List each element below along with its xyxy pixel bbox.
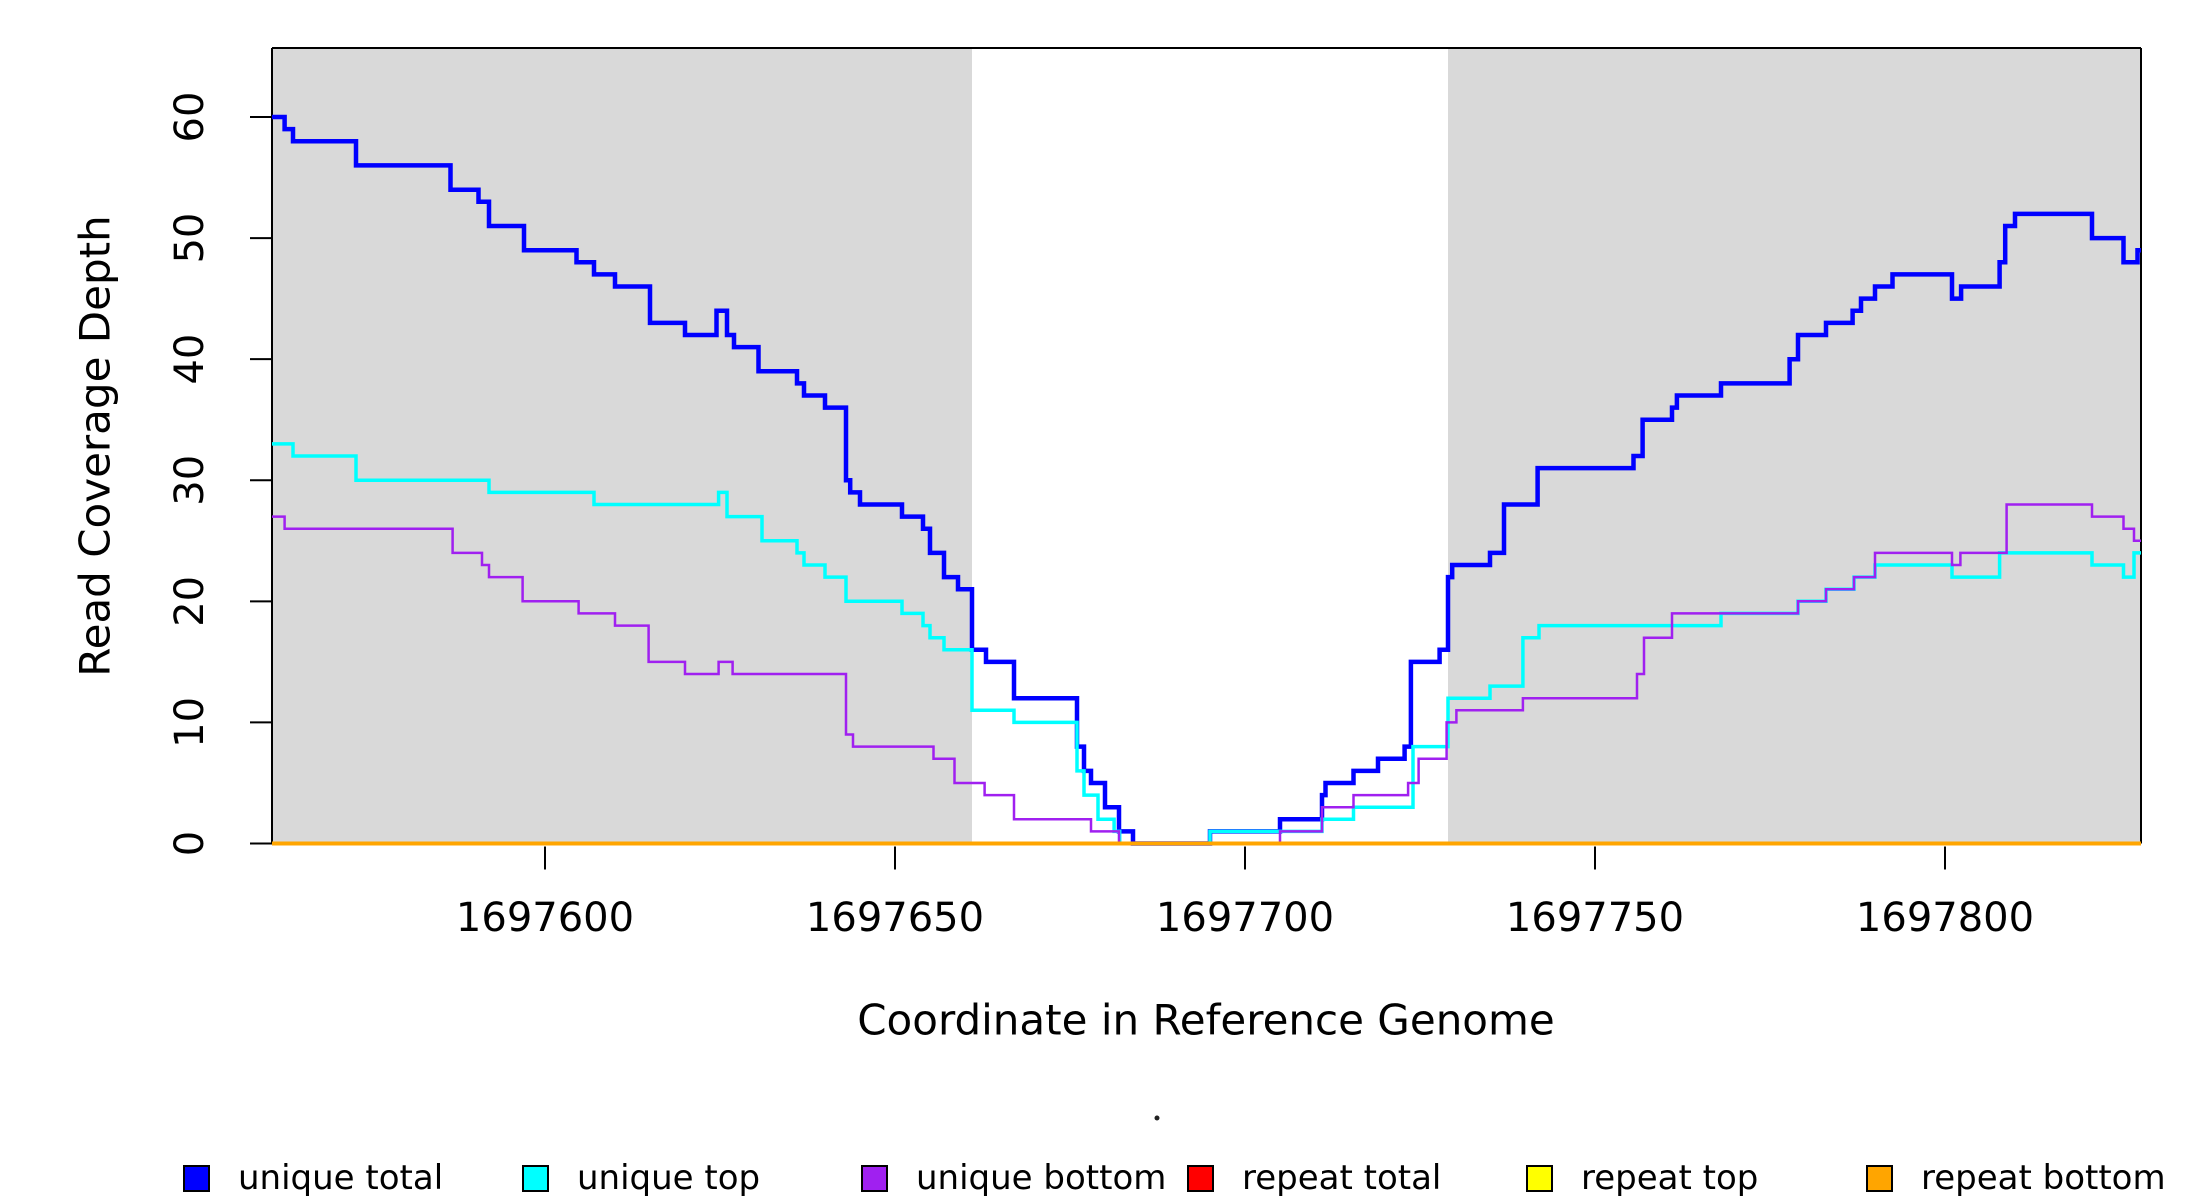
x-tick-label: 1697750 <box>1506 895 1684 941</box>
legend-label: unique top <box>577 1158 761 1198</box>
y-tick-label: 60 <box>167 92 213 143</box>
x-tick-label: 1697700 <box>1156 895 1334 941</box>
legend-label: unique total <box>238 1158 444 1198</box>
legend-item-repeat-bottom: repeat bottom <box>1866 1158 2166 1198</box>
shaded-region-left-repeat-flank <box>272 48 972 844</box>
legend-item-unique-bottom: unique bottom <box>861 1158 1166 1198</box>
x-tick-label: 1697800 <box>1856 895 2034 941</box>
repeat-top-swatch-icon <box>1526 1164 1553 1192</box>
unique-total-swatch-icon <box>183 1164 210 1192</box>
legend-label: unique bottom <box>916 1158 1167 1198</box>
y-tick-label: 40 <box>167 334 213 385</box>
legend-label: repeat bottom <box>1921 1158 2166 1198</box>
repeat-total-swatch-icon <box>1187 1164 1214 1192</box>
legend-label: repeat total <box>1242 1158 1442 1198</box>
x-tick-label: 1697600 <box>456 895 634 941</box>
unique-bottom-swatch-icon <box>861 1164 888 1192</box>
y-axis-title: Read Coverage Depth <box>70 215 120 677</box>
y-tick-label: 0 <box>167 831 213 856</box>
series-unique_total <box>272 114 2141 846</box>
x-axis-title: Coordinate in Reference Genome <box>857 995 1555 1045</box>
legend-item-repeat-total: repeat total <box>1187 1158 1441 1198</box>
y-tick-label: 50 <box>167 213 213 264</box>
unique-top-swatch-icon <box>522 1164 549 1192</box>
y-tick-label: 10 <box>167 697 213 748</box>
series-unique_bottom <box>272 503 2141 845</box>
repeat-bottom-swatch-icon <box>1866 1164 1893 1192</box>
legend-artifact-dot <box>1154 1115 1160 1121</box>
y-tick-label: 30 <box>167 455 213 506</box>
y-tick-label: 20 <box>167 576 213 627</box>
legend-item-unique-total: unique total <box>183 1158 443 1198</box>
legend-item-unique-top: unique top <box>522 1158 760 1198</box>
legend-item-repeat-top: repeat top <box>1526 1158 1758 1198</box>
x-tick-label: 1697650 <box>806 895 984 941</box>
legend-label: repeat top <box>1581 1158 1759 1198</box>
shaded-region-right-repeat-flank <box>1448 48 2141 844</box>
